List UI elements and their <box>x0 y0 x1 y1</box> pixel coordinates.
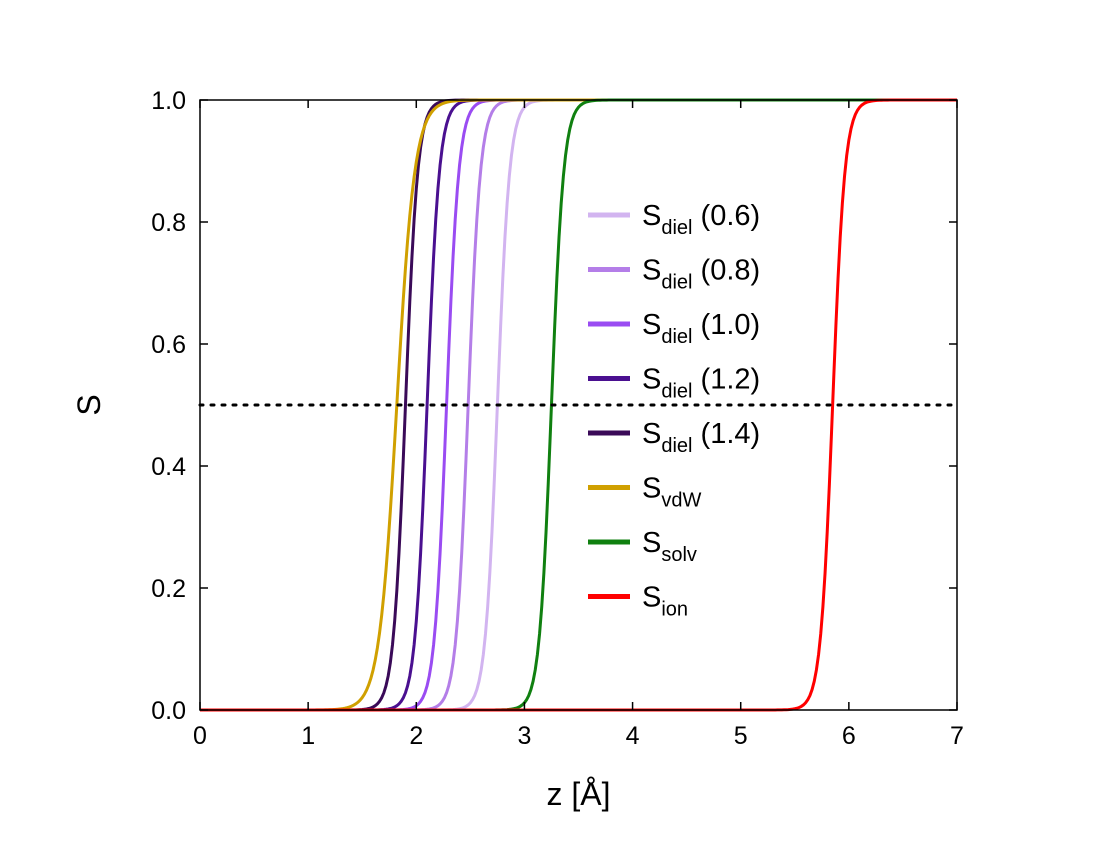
y-tick-label: 0.2 <box>151 575 186 603</box>
y-tick-label: 0.0 <box>151 697 186 725</box>
legend-label-3: Sdiel (1.2) <box>642 364 760 403</box>
x-tick-label: 6 <box>842 722 856 750</box>
x-tick-label: 2 <box>409 722 423 750</box>
y-tick-label: 0.4 <box>151 453 186 481</box>
legend-label-1: Sdiel (0.8) <box>642 255 760 294</box>
x-axis-label: z [Å] <box>546 776 610 812</box>
x-tick-label: 1 <box>301 722 315 750</box>
x-tick-label: 4 <box>626 722 640 750</box>
y-tick-label: 0.6 <box>151 331 186 359</box>
legend-label-7: Sion <box>642 582 688 621</box>
x-tick-label: 0 <box>193 722 207 750</box>
y-tick-label: 1.0 <box>151 87 186 115</box>
y-axis: 0.0 0.2 0.4 0.6 0.8 1.0 <box>151 87 957 725</box>
y-tick-label: 0.8 <box>151 209 186 237</box>
x-tick-label: 5 <box>734 722 748 750</box>
legend-label-6: Ssolv <box>642 527 697 566</box>
legend-label-2: Sdiel (1.0) <box>642 309 760 348</box>
y-axis-label: S <box>71 394 107 415</box>
legend-label-5: SvdW <box>642 473 701 512</box>
legend-label-0: Sdiel (0.6) <box>642 200 760 239</box>
x-axis: 0 1 2 3 4 5 6 7 <box>193 100 964 750</box>
x-tick-label: 7 <box>950 722 964 750</box>
legend-label-4: Sdiel (1.4) <box>642 418 760 457</box>
legend: Sdiel (0.6) Sdiel (0.8) Sdiel (1.0) Sdiel (… <box>588 200 760 621</box>
x-tick-label: 3 <box>517 722 531 750</box>
plot-frame <box>199 99 958 711</box>
